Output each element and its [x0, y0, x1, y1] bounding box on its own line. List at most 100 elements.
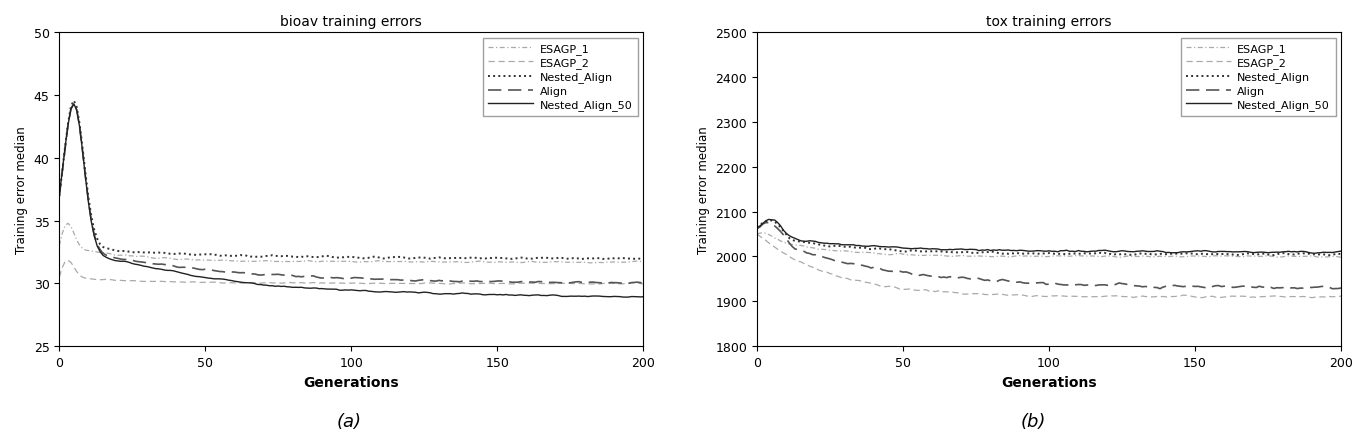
- ESAGP_1: [997, 254, 1014, 260]
- ESAGP_2: [1332, 294, 1349, 299]
- ESAGP_2: [1283, 294, 1300, 299]
- ESAGP_2: [588, 282, 605, 287]
- ESAGP_1: [267, 259, 283, 264]
- Align: [369, 277, 386, 282]
- ESAGP_1: [1067, 253, 1083, 259]
- Legend: ESAGP_1, ESAGP_2, Nested_Align, Align, Nested_Align_50: ESAGP_1, ESAGP_2, Nested_Align, Align, N…: [1181, 39, 1335, 116]
- Line: ESAGP_1: ESAGP_1: [59, 224, 643, 263]
- Nested_Align_50: [964, 247, 981, 253]
- Nested_Align: [369, 255, 386, 260]
- Nested_Align_50: [53, 170, 70, 175]
- Line: Nested_Align_50: Nested_Align_50: [59, 105, 643, 297]
- Nested_Align: [51, 194, 67, 199]
- Nested_Align_50: [66, 102, 82, 107]
- ESAGP_1: [964, 254, 981, 259]
- Line: Nested_Align: Nested_Align: [757, 221, 1341, 256]
- Line: Nested_Align_50: Nested_Align_50: [757, 220, 1341, 254]
- Nested_Align_50: [804, 239, 821, 244]
- Y-axis label: Training error median: Training error median: [15, 126, 27, 253]
- Line: Align: Align: [59, 104, 643, 283]
- ESAGP_2: [369, 281, 386, 286]
- Align: [804, 253, 821, 258]
- Nested_Align_50: [588, 294, 605, 299]
- Nested_Align: [964, 251, 981, 256]
- ESAGP_1: [300, 258, 316, 263]
- Text: (b): (b): [1021, 412, 1045, 430]
- Align: [758, 220, 774, 226]
- Nested_Align_50: [748, 225, 765, 230]
- Nested_Align_50: [267, 284, 283, 289]
- ESAGP_2: [60, 258, 77, 263]
- Nested_Align_50: [997, 248, 1014, 253]
- ESAGP_1: [755, 230, 772, 236]
- ESAGP_1: [591, 260, 607, 266]
- ESAGP_2: [591, 282, 607, 287]
- ESAGP_2: [1064, 294, 1081, 299]
- Align: [752, 225, 769, 230]
- Nested_Align: [107, 248, 123, 253]
- Nested_Align: [267, 254, 283, 259]
- Title: bioav training errors: bioav training errors: [280, 15, 423, 29]
- Nested_Align: [53, 170, 70, 175]
- ESAGP_1: [1332, 255, 1349, 260]
- Text: (a): (a): [337, 412, 361, 430]
- Nested_Align_50: [1306, 251, 1323, 256]
- Nested_Align_50: [752, 224, 769, 229]
- Nested_Align_50: [635, 294, 651, 299]
- ESAGP_2: [748, 232, 765, 237]
- Align: [107, 256, 123, 261]
- Align: [1067, 283, 1083, 288]
- ESAGP_2: [300, 281, 316, 286]
- ESAGP_1: [53, 231, 70, 237]
- ESAGP_2: [53, 266, 70, 271]
- Nested_Align_50: [300, 286, 316, 291]
- Nested_Align: [997, 251, 1014, 256]
- Nested_Align_50: [107, 258, 123, 263]
- Align: [1286, 286, 1302, 291]
- Align: [588, 280, 605, 286]
- Y-axis label: Training error median: Training error median: [696, 126, 710, 253]
- Align: [300, 274, 316, 279]
- Line: Align: Align: [757, 223, 1341, 289]
- Nested_Align: [591, 256, 607, 261]
- X-axis label: Generations: Generations: [304, 375, 399, 389]
- Nested_Align_50: [761, 217, 777, 223]
- Nested_Align: [1321, 253, 1338, 258]
- ESAGP_1: [60, 221, 77, 227]
- Align: [53, 171, 70, 176]
- Nested_Align: [1332, 252, 1349, 257]
- Align: [66, 102, 82, 107]
- Nested_Align_50: [1067, 250, 1083, 255]
- X-axis label: Generations: Generations: [1001, 375, 1097, 389]
- Align: [267, 272, 283, 277]
- Nested_Align: [573, 257, 590, 262]
- Nested_Align: [804, 241, 821, 246]
- ESAGP_2: [1304, 296, 1320, 301]
- Nested_Align_50: [617, 295, 633, 300]
- Legend: ESAGP_1, ESAGP_2, Nested_Align, Align, Nested_Align_50: ESAGP_1, ESAGP_2, Nested_Align, Align, N…: [483, 39, 637, 116]
- ESAGP_2: [107, 278, 123, 283]
- Nested_Align: [1286, 252, 1302, 257]
- Nested_Align_50: [51, 194, 67, 199]
- Align: [964, 276, 981, 281]
- ESAGP_1: [748, 232, 765, 237]
- ESAGP_1: [107, 253, 123, 258]
- ESAGP_1: [369, 259, 386, 264]
- ESAGP_2: [267, 281, 283, 286]
- ESAGP_2: [51, 275, 67, 280]
- Align: [51, 194, 67, 200]
- ESAGP_2: [962, 292, 978, 297]
- ESAGP_1: [1286, 254, 1302, 260]
- Nested_Align: [66, 99, 82, 104]
- Align: [1324, 286, 1341, 292]
- ESAGP_1: [752, 231, 769, 236]
- Nested_Align: [635, 256, 651, 262]
- Line: Nested_Align: Nested_Align: [59, 101, 643, 260]
- ESAGP_1: [583, 261, 599, 266]
- Align: [621, 281, 637, 286]
- Line: ESAGP_2: ESAGP_2: [757, 234, 1341, 298]
- Nested_Align: [752, 223, 769, 228]
- Nested_Align_50: [1286, 250, 1302, 255]
- Nested_Align: [761, 218, 777, 224]
- ESAGP_2: [802, 264, 818, 269]
